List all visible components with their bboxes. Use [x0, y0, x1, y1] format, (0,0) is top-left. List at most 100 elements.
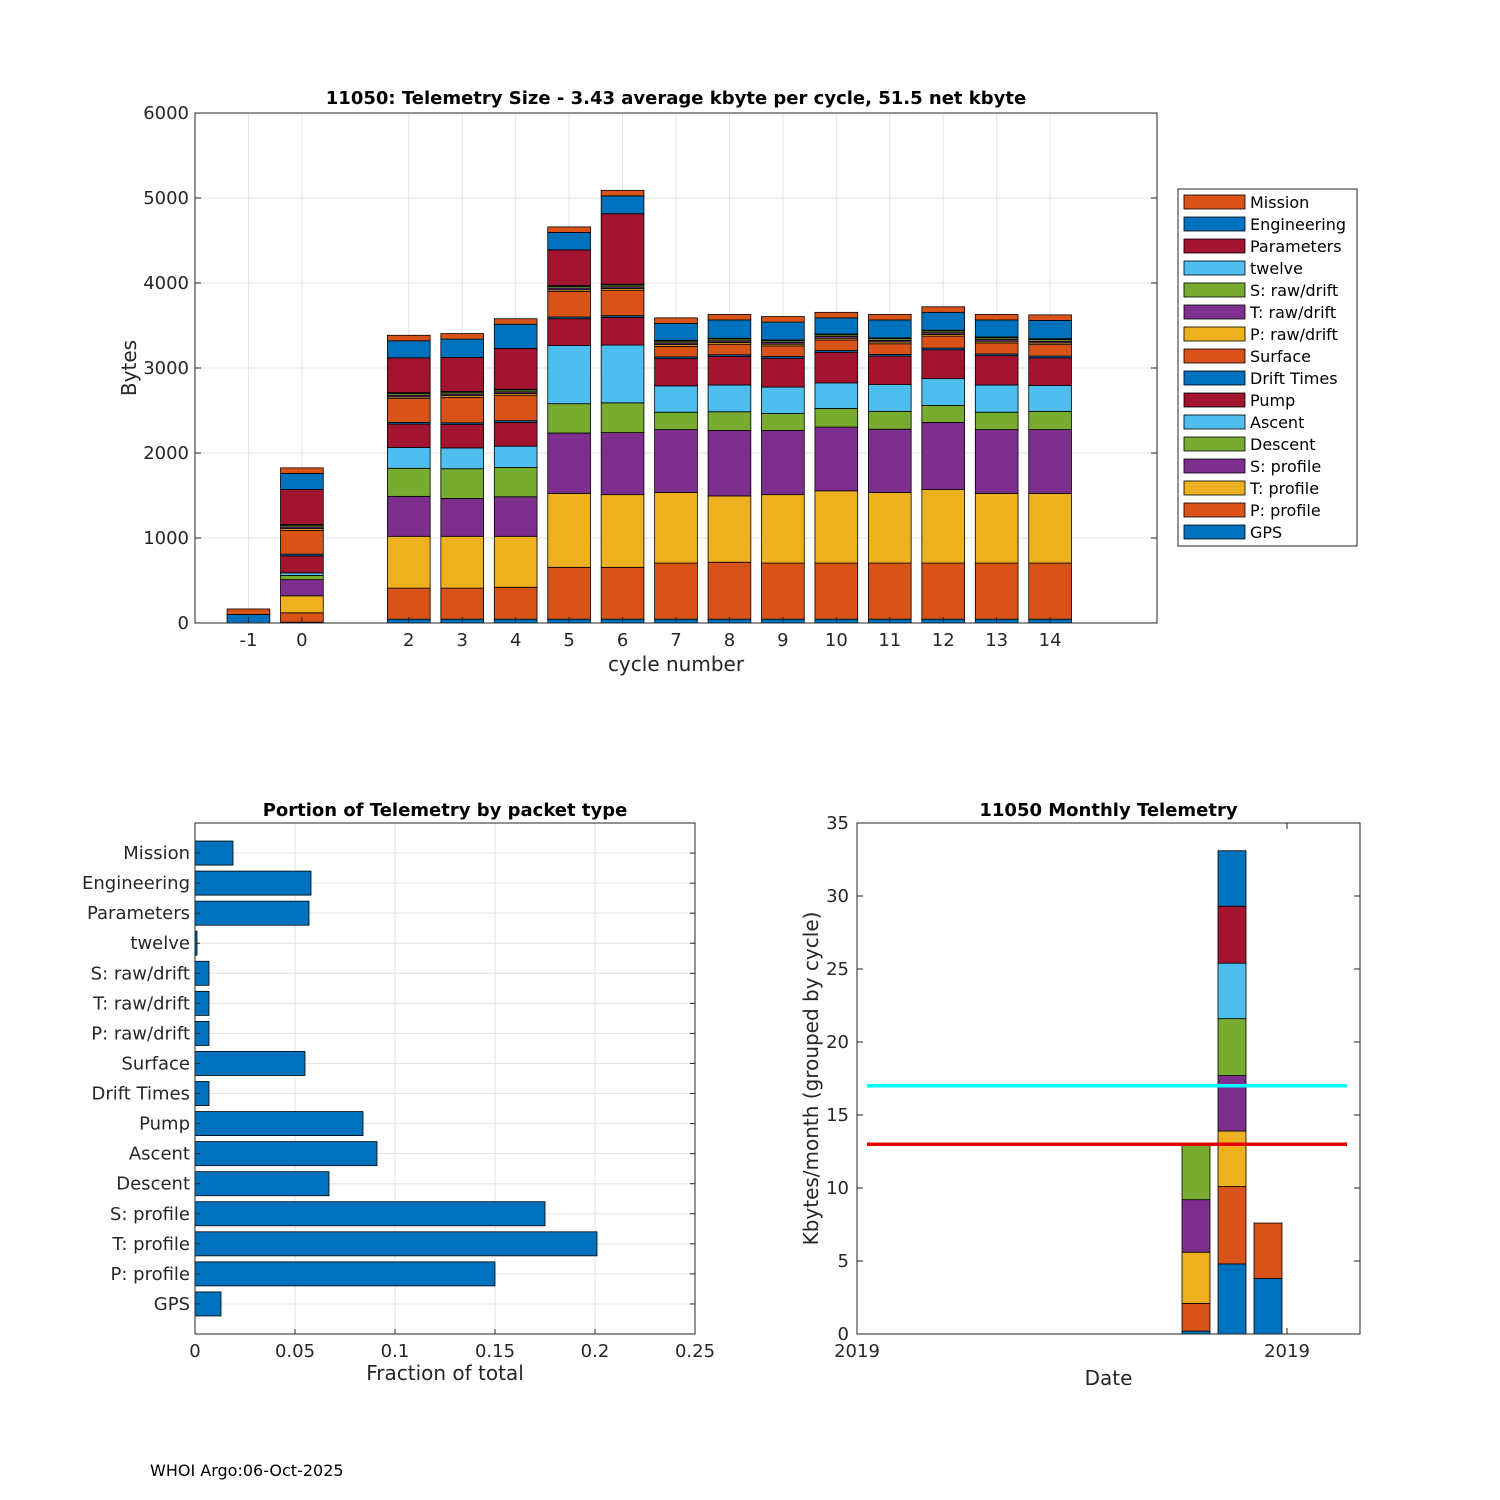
legend-label: Descent [1250, 435, 1316, 454]
bar-segment [921, 335, 965, 349]
x-tick-label: 14 [1039, 630, 1062, 651]
bar-segment [974, 429, 1019, 494]
bar-segment [493, 535, 538, 588]
x-tick-label: -1 [239, 630, 257, 651]
bar-segment [386, 495, 431, 537]
bar-segment [280, 529, 324, 555]
legend-label: S: raw/drift [1250, 281, 1338, 300]
x-tick-label: 0.05 [275, 1341, 315, 1362]
legend-swatch [1183, 370, 1246, 386]
x-tick-label: 0 [296, 630, 307, 651]
legend-label: twelve [1250, 259, 1303, 278]
x-tick-label: 0.15 [475, 1341, 515, 1362]
plot-area [857, 823, 1360, 1334]
x-tick-label: 3 [456, 630, 467, 651]
y-tick-label: 0 [178, 613, 189, 634]
x-axis-label: cycle number [608, 652, 745, 676]
y-tick-label: 15 [826, 1105, 849, 1126]
bar-surface [194, 1051, 306, 1076]
y-tick-label: T: raw/drift [92, 993, 190, 1014]
bar-segment [654, 317, 698, 324]
bar-mission [194, 840, 234, 866]
bar-segment [440, 356, 485, 392]
y-tick-label: 1000 [143, 528, 189, 549]
legend-swatch [1183, 304, 1246, 320]
bar-segment [707, 495, 752, 563]
legend-label: P: raw/drift [1250, 325, 1338, 344]
bar-parameters [194, 900, 310, 926]
bar-segment [761, 357, 805, 388]
bar-segment [974, 492, 1019, 564]
bar-segment [386, 334, 431, 342]
bar-segment [440, 498, 485, 537]
bar-segment [440, 447, 485, 470]
bar-segment [974, 314, 1019, 321]
bar-segment [868, 343, 912, 355]
legend-swatch [1183, 348, 1246, 364]
legend-swatch [1183, 194, 1246, 210]
y-tick-label: 10 [826, 1178, 849, 1199]
chart-title: Portion of Telemetry by packet type [263, 800, 628, 821]
legend-label: Ascent [1250, 413, 1304, 432]
bar-segment [440, 333, 485, 340]
bar-segment [707, 343, 752, 356]
bar-segment [1253, 1278, 1283, 1335]
bar-segment [1028, 492, 1072, 564]
legend-label: T: profile [1249, 479, 1319, 498]
bar-segment [1028, 314, 1072, 321]
bar-segment [868, 355, 912, 385]
bar-segment [654, 358, 698, 387]
bar-segment [654, 492, 698, 564]
bar-segment [654, 385, 698, 413]
bar-segment [868, 492, 912, 564]
bar-segment [921, 404, 965, 423]
bar-segment [1217, 962, 1247, 1020]
bar-segment [600, 189, 645, 197]
legend-swatch [1183, 238, 1246, 254]
bar-segment [493, 496, 538, 537]
bar-segment [1217, 1018, 1247, 1076]
bar-segment [1028, 429, 1072, 494]
bar-segment [707, 384, 752, 413]
x-tick-label: 10 [825, 630, 848, 651]
bar-segment [600, 494, 645, 568]
y-tick-label: Engineering [82, 873, 190, 894]
bar-segment [493, 445, 538, 468]
bar-segment [1217, 850, 1247, 907]
x-axis-label: Date [1085, 1366, 1133, 1390]
legend-swatch [1183, 524, 1246, 540]
bar-segment [600, 432, 645, 496]
bar-segment [868, 384, 912, 412]
bar-segment [761, 413, 805, 431]
bar-segment [386, 357, 431, 394]
bar-segment [493, 394, 538, 422]
legend-swatch [1183, 392, 1246, 408]
legend-label: T: raw/drift [1249, 303, 1336, 322]
y-tick-label: Parameters [87, 903, 190, 924]
bar-segment [974, 411, 1019, 431]
bar-segment [600, 289, 645, 317]
y-tick-label: P: raw/drift [91, 1023, 190, 1044]
legend-label: Mission [1250, 193, 1309, 212]
bar-segment [1217, 905, 1247, 964]
bar-p-profile [194, 1261, 496, 1287]
bar-segment [280, 579, 324, 597]
bar-segment [280, 489, 324, 525]
bar-segment [547, 345, 591, 405]
bar-segment [654, 429, 698, 493]
y-tick-label: S: raw/drift [91, 963, 190, 984]
legend-label: Drift Times [1250, 369, 1338, 388]
bar-segment [814, 311, 859, 319]
x-tick-label: 8 [724, 630, 735, 651]
bar-segment [386, 398, 431, 423]
x-tick-label: 12 [932, 630, 955, 651]
bar-segment [1028, 319, 1072, 340]
y-tick-label: 25 [826, 959, 849, 980]
bar-segment [761, 345, 805, 357]
bar-segment [547, 566, 591, 620]
bar-segment [814, 562, 859, 620]
x-tick-label: 7 [670, 630, 681, 651]
bar-segment [707, 411, 752, 431]
bar-segment [974, 355, 1019, 386]
